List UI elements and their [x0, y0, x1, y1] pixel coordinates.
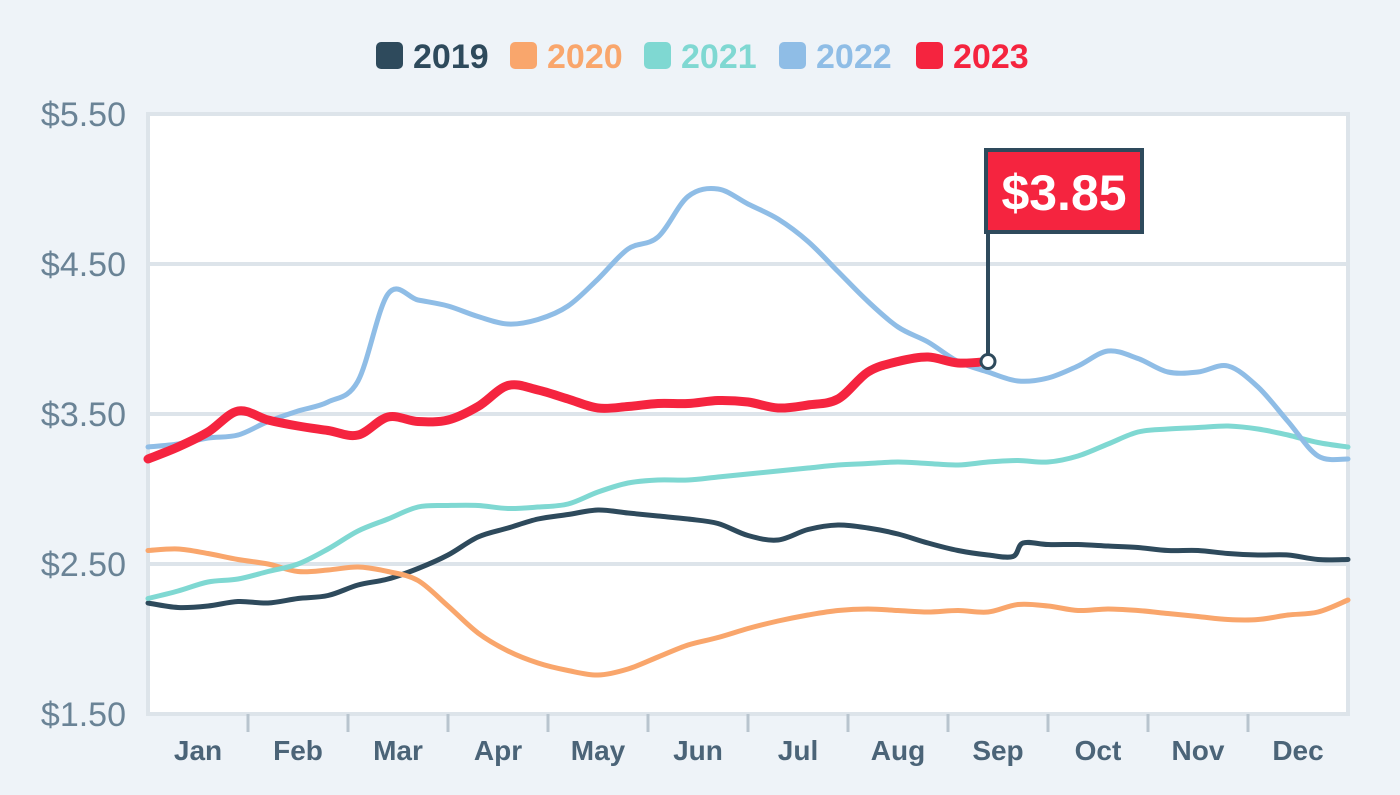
- x-tick-label: Jul: [778, 735, 818, 766]
- grid: [148, 262, 1348, 566]
- legend-swatch-2020: [510, 42, 537, 69]
- x-tick-label: Dec: [1272, 735, 1323, 766]
- legend-label-2020: 2020: [547, 38, 623, 76]
- x-tick-label: Nov: [1172, 735, 1225, 766]
- y-tick-label: $4.50: [41, 246, 126, 284]
- x-tick-label: Mar: [373, 735, 423, 766]
- x-tick-label: Sep: [972, 735, 1023, 766]
- series-line-2023: [143, 352, 993, 464]
- legend-swatch-2022: [779, 42, 806, 69]
- y-tick-label: $2.50: [41, 546, 126, 584]
- price-callout: $3.85: [979, 148, 1144, 370]
- legend-label-2019: 2019: [413, 38, 489, 76]
- x-tick-label: Jan: [174, 735, 222, 766]
- x-axis: Jan Feb Mar Apr May Jun Jul Aug Sep Oct Nov Dec: [174, 714, 1324, 766]
- series-line-2020: [145, 546, 1351, 678]
- x-tick-label: Aug: [871, 735, 925, 766]
- y-tick-label: $3.50: [41, 396, 126, 434]
- legend-label-2022: 2022: [816, 38, 892, 76]
- series-line-2021: [145, 423, 1351, 601]
- legend-swatch-2023: [916, 42, 943, 69]
- x-tick-label: Jun: [673, 735, 723, 766]
- callout-flag: [984, 148, 1144, 234]
- x-tick-label: Apr: [474, 735, 522, 766]
- y-tick-label: $5.50: [41, 96, 126, 134]
- callout-value: $3.85: [1001, 165, 1126, 221]
- legend-swatch-2021: [644, 42, 671, 69]
- series-line-2019: [145, 507, 1351, 611]
- callout-point: [979, 353, 997, 370]
- series-line-2022: [145, 186, 1351, 463]
- x-tick-label: Feb: [273, 735, 323, 766]
- legend: 2019 2020 2021 2022 2023: [376, 38, 1029, 76]
- legend-label-2021: 2021: [681, 38, 757, 76]
- legend-swatch-2019: [376, 42, 403, 69]
- x-tick-label: Oct: [1075, 735, 1122, 766]
- y-axis: $5.50 $4.50 $3.50 $2.50 $1.50: [41, 96, 126, 734]
- x-tick-label: May: [571, 735, 626, 766]
- series-lines: [143, 186, 1351, 678]
- legend-label-2023: 2023: [953, 38, 1029, 76]
- y-tick-label: $1.50: [41, 696, 126, 734]
